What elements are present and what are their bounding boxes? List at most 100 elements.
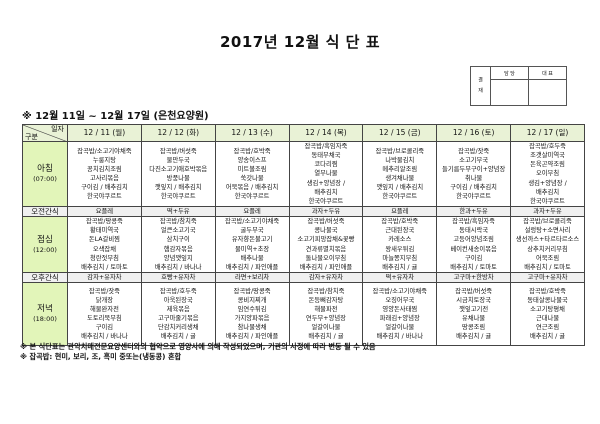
menu-item: 어묵볶음 / 배추김치 [225,184,279,192]
menu-cell: 과자+두유 [510,206,585,217]
menu-item: 한국야쿠르트 [160,193,196,201]
menu-item: 굴두부국 [240,227,264,235]
menu-item: 삼치구이 [166,236,190,244]
menu-item: 배추김치 / 귤 [456,333,492,341]
menu-item: 배추김치 / 파인애플 [225,263,279,271]
menu-item: 얼갈이나물 [311,324,341,332]
menu-item: 배추김치 / 파인애플 [299,263,353,271]
menu-item: 참나물생채 [237,324,267,332]
meal-row-lunch: 점심 (12:00) 잡곡밥/땅콩죽 황태미역국 돈LA갈비찜 오색잡채 청란젓무침 배추김치… [22,216,585,273]
menu-cell: 잡곡밥/브로콜리죽 설렁탕+소면사리 생선까스+타르타르소스 상추치커리무침 어묵조림 배… [510,216,585,273]
menu-item: 깻잎지 / 배추김치 [154,184,202,192]
meal-label: 점심 (12:00) [22,216,68,273]
menu-item: 잡곡밥/호두죽 [529,143,566,151]
menu-cell: 요플레 [67,206,142,217]
menu-item: 카레소스 [388,236,412,244]
menu-item: 설렁탕+소면사리 [524,227,571,235]
menu-item: 잡곡밥/잣죽 [458,147,490,155]
corner-date-label: 일자 [51,125,64,134]
menu-item: 베이컨새송이볶음 [450,245,497,253]
menu-item: 구이김 / 배추김치 [81,184,128,192]
menu-item: 소고기무국 [459,156,489,164]
menu-cell: 잡곡밥/버섯죽 물만두국 다진소고기애호박볶음 방풍나물 깻잎지 / 배추김치 한국야쿠르… [140,141,216,207]
approval-sign-manager [490,79,529,106]
menu-item: 한국야쿠르트 [382,193,418,201]
menu-cell: 한과+두유 [436,206,512,217]
menu-item: 청란젓무침 [89,254,119,262]
menu-item: 근대된장국 [385,227,415,235]
menu-cell: 잡곡밥/소고기야채죽 굴두부국 유자향돈불고기 물미역+초장 배추나물 배추김치 / 파인… [214,216,290,273]
menu-cell: 호빵+유자차 [140,272,216,283]
meal-row-breakfast: 아침 (07:00) 잡곡밥/소고기야채죽 누룽지탕 꽁치김치조림 고사리볶음 구이김 / … [22,141,585,207]
menu-item: 생선까스+타르타르소스 [515,236,580,244]
menu-item: 마늘쫑지무침 [382,254,418,262]
menu-item: 왕새우튀김 [385,245,415,253]
meal-name: 저녁 [37,304,53,314]
menu-item: 미트볼조림 [237,165,267,173]
menu-item: 해물완자전 [89,305,119,313]
menu-cell: 잡곡밥/호박죽 동태살콩나물국 소고기탕평채 근대나물 연근조림 배추김치 / 귤 [510,282,585,346]
menu-item: 고구마줄기볶음 [157,315,199,322]
menu-item: 배추김치 / 귤 [529,333,566,341]
menu-item: 배추김치 / 귤 [382,263,418,271]
menu-item: 열무나물 [314,170,338,178]
menu-item: 나박물김치 [385,156,415,164]
day-header: 12 / 13 (수) [214,124,290,142]
menu-cell: 과자+두유 [288,206,364,217]
menu-item: 양송이스프 [237,156,267,164]
meal-label: 오후간식 [22,272,68,283]
menu-cell: 감자+유자차 [67,272,142,283]
approval-col-director: 대 표 [528,66,567,80]
menu-item: 상추치커리무침 [527,245,568,253]
menu-item: 연근조림 [535,324,560,332]
menu-item: 배추김치 / 귤 [308,333,344,341]
menu-item: 배추김치 / 바나나 [81,333,128,341]
approval-box: 결 재 담 당 대 표 [470,66,567,106]
menu-item: 소고기피망잡채&꽃빵 [297,236,355,244]
menu-item: 들기름두부구이+양념장 [442,165,506,173]
menu-item: 배추나물 [240,254,264,262]
menu-item: 잡곡밥/땅콩죽 [233,287,271,295]
menu-item: 잡곡밥/소고기야채죽 [77,147,132,155]
menu-item: 돈LA갈비찜 [88,236,120,244]
menu-cell: 잡곡밥/버섯죽 콩나물국 소고기피망잡채&꽃빵 견과류멸치볶음 돌나물오이무침 배추김치 … [288,216,364,273]
menu-cell: 잡곡밥/땅콩죽 황태미역국 돈LA갈비찜 오색잡채 청란젓무침 배추김치 / 토마토 [67,216,142,273]
menu-item: 잡곡밥/호박죽 [233,147,271,155]
menu-item: 한국야쿠르트 [456,193,492,201]
meal-row-am-snack: 오전간식 요플레 떡+두유 요플레 과자+두유 요플레 한과+두유 과자+두유 [22,206,585,217]
menu-cell: 잡곡밥/땅콩죽 콩비지찌개 임연수튀김 가지양파볶음 참나물생채 배추김치 / 파인애플 [214,282,290,346]
menu-item: 생김+양념장 / [306,179,346,187]
menu-item: 다진소고기애호박볶음 [149,165,208,173]
menu-item: 오이무침 [535,170,560,178]
meal-name: 점심 [37,234,53,245]
menu-cell: 잡곡밥/잣죽 닭개장 해물완자전 도토리묵무침 구이김 배추김치 / 바나나 [67,282,142,346]
meal-time: (12:00) [33,245,57,254]
menu-item: 취나물 [464,175,483,182]
menu-item: 제육볶음 [166,305,190,313]
menu-item: 양념깻잎지 [163,254,193,262]
menu-item: 방풍나물 [166,175,190,182]
day-header: 12 / 11 (월) [67,124,142,142]
menu-item: 배추김치 / 파인애플 [225,333,279,341]
menu-item: 잡곡밥/버섯죽 [307,218,345,226]
menu-item: 유채나물 [462,315,486,322]
menu-item: 깻잎지 / 배추김치 [376,184,424,192]
menu-item: 구이김 [95,324,114,332]
day-header: 12 / 17 (일) [510,124,585,142]
menu-item: 물미역+초장 [234,245,270,253]
meal-label: 오전간식 [22,206,68,217]
page-title: 2017년 12월 식 단 표 [219,33,380,51]
menu-cell: 요플레 [214,206,290,217]
meal-row-dinner: 저녁 (18:00) 잡곡밥/잣죽 닭개장 해물완자전 도토리묵무침 구이김 배추김치 / 바… [22,282,585,346]
approval-label: 결 재 [470,66,491,106]
approval-col-manager: 담 당 [490,66,529,80]
menu-item: 깻잎고기전 [459,305,489,313]
menu-item: 물만두국 [166,156,190,164]
menu-item: 돈등뼈감자탕 [308,296,344,304]
date-range-heading: ※ 12월 11일 ~ 12월 17일 (은천요양원) [22,111,209,122]
menu-item: 콩비지찌개 [237,296,267,304]
menu-item: 고사리볶음 [89,175,119,182]
menu-item: 한국야쿠르트 [234,193,270,201]
menu-item: 동태무채국 [311,152,341,160]
menu-item: 구이김 / 배추김치 [450,184,497,192]
